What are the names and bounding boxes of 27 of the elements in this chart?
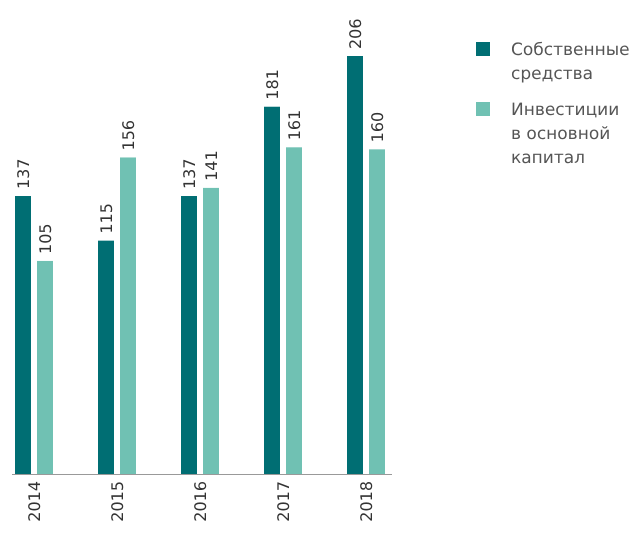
x-tick-label: 2018 (357, 481, 376, 522)
bar (120, 157, 136, 474)
bar (98, 240, 114, 474)
bar (203, 188, 219, 474)
bar (264, 106, 280, 474)
bar (369, 149, 385, 474)
data-label: 137 (180, 158, 199, 190)
data-label: 115 (97, 203, 116, 234)
data-label: 105 (36, 223, 55, 254)
bar (15, 196, 31, 474)
legend-label: Инвестиции в основной капитал (511, 100, 620, 168)
bar (286, 147, 302, 474)
x-tick-label: 2016 (191, 481, 210, 522)
data-label: 161 (285, 110, 304, 140)
data-label: 141 (202, 150, 221, 181)
bar (347, 56, 363, 474)
x-tick-label: 2014 (25, 481, 44, 522)
data-label: 156 (119, 120, 138, 150)
legend-label: Собственные средства (511, 40, 630, 84)
data-label: 137 (14, 158, 33, 190)
x-tick-label: 2017 (274, 481, 293, 522)
x-tick-label: 2015 (108, 481, 127, 522)
bar (181, 196, 197, 474)
data-label: 181 (263, 69, 282, 100)
bar (37, 260, 53, 474)
data-label: 160 (368, 112, 387, 142)
data-label: 206 (346, 18, 365, 49)
